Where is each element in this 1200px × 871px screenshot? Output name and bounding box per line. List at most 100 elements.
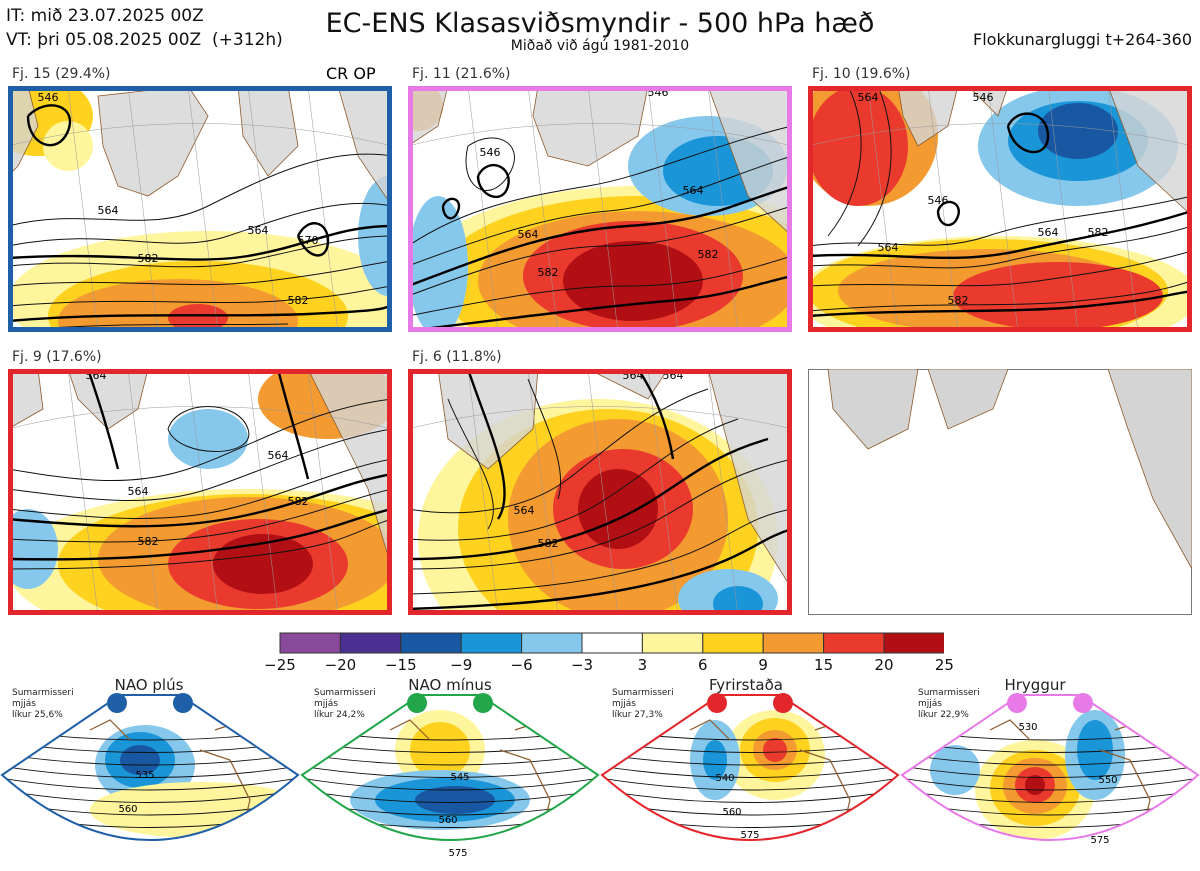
graticule-line xyxy=(8,406,392,430)
regime-name: NAO mínus xyxy=(408,676,492,694)
contour-label: 560 xyxy=(118,804,137,815)
height-contour xyxy=(408,388,709,514)
positive-anomaly-area xyxy=(763,738,787,762)
regime-mean: mjjás xyxy=(12,699,36,709)
regime-likelihood: líkur 27,3% xyxy=(612,710,663,720)
height-contour xyxy=(167,406,250,452)
graticule-line xyxy=(527,369,559,615)
graticule-line xyxy=(647,369,679,615)
cluster-label: Fj. 9 (17.6%) xyxy=(12,349,102,365)
height-contour xyxy=(408,205,792,297)
height-contour xyxy=(2,777,298,791)
height-contour xyxy=(408,418,739,541)
height-contour xyxy=(8,285,392,307)
contour-label: 582 xyxy=(698,248,719,261)
height-contour xyxy=(857,86,892,247)
graticule-line xyxy=(187,86,219,332)
contour-label: 564 xyxy=(248,224,269,237)
height-contour xyxy=(408,155,792,267)
regime-info: Sumarmisseri mjjás líkur 25,6% xyxy=(12,688,74,721)
height-contour xyxy=(8,488,392,543)
colorbar-segment xyxy=(641,632,704,654)
height-contour xyxy=(8,458,392,519)
graticule-line xyxy=(707,369,739,615)
regime-likelihood: líkur 22,9% xyxy=(918,710,969,720)
height-contour xyxy=(408,255,792,317)
contour-label: 564 xyxy=(878,241,899,254)
land-mass xyxy=(897,86,1192,217)
contour-label: 564 xyxy=(1038,226,1059,239)
height-contour-major xyxy=(808,209,1192,260)
regime-marker xyxy=(1007,693,1027,713)
regime-season: Sumarmisseri xyxy=(918,688,980,698)
graticule-line xyxy=(927,86,959,332)
negative-anomaly-area xyxy=(408,196,468,332)
panel-content: 546 564 564 582 582 570 xyxy=(8,86,392,332)
graticule-line xyxy=(808,123,1192,147)
negative-anomaly-area xyxy=(1015,849,1045,861)
height-contour xyxy=(8,428,392,502)
colorbar-tick-label: −15 xyxy=(384,656,417,674)
graticule-line xyxy=(587,86,619,332)
negative-anomaly-area xyxy=(1077,720,1113,780)
cluster-panel-10: 564 546 546 564 564 582 582 xyxy=(808,86,1192,332)
contour-label: 546 xyxy=(38,91,59,104)
regime-marker xyxy=(773,693,793,713)
regime-map-nao-minus: 545 560 575 xyxy=(300,693,600,859)
cluster-label: Fj. 11 (21.6%) xyxy=(412,66,511,82)
positive-anomaly-area xyxy=(953,262,1163,330)
land-mass xyxy=(408,86,792,237)
regime-likelihood: líkur 25,6% xyxy=(12,710,63,720)
height-contour-major xyxy=(408,527,792,611)
contour-label: 564 xyxy=(858,91,879,104)
colorbar-tick-label: 25 xyxy=(934,656,954,674)
issue-time: IT: mið 23.07.2025 00Z xyxy=(6,6,204,26)
graticule-line xyxy=(987,86,1019,332)
height-contour xyxy=(302,765,598,778)
contour-label: 546 xyxy=(973,91,994,104)
regime-marker xyxy=(473,693,493,713)
graticule-line xyxy=(307,86,339,332)
regime-season: Sumarmisseri xyxy=(314,688,376,698)
graticule-line xyxy=(467,369,499,615)
fan-outline xyxy=(900,694,1200,841)
height-contour xyxy=(408,458,792,570)
contour-label: 564 xyxy=(518,228,539,241)
fan-outline xyxy=(300,694,600,841)
colorbar-segment xyxy=(400,632,462,654)
colorbar-segment xyxy=(762,632,825,654)
negative-anomaly-area xyxy=(703,740,727,780)
regime-map-nao-plus: 535 560 xyxy=(0,693,300,841)
colorbar-tick-label: 20 xyxy=(874,656,894,674)
negative-anomaly-area xyxy=(1038,103,1118,159)
colorbar-tick-label: 15 xyxy=(814,656,834,674)
height-contour-major xyxy=(1006,112,1050,154)
contour-label: 570 xyxy=(298,234,319,247)
panel-border xyxy=(808,86,1192,332)
negative-anomaly-area xyxy=(713,586,763,615)
panel-content: 564 546 546 564 564 582 582 xyxy=(808,86,1192,332)
colorbar-tick-label: −25 xyxy=(264,656,296,674)
contour-label: 564 xyxy=(514,504,535,517)
contour-label: 582 xyxy=(948,294,969,307)
height-contour xyxy=(602,753,898,766)
positive-anomaly-area xyxy=(168,304,228,332)
height-contour xyxy=(8,398,392,482)
height-contour-major xyxy=(808,289,1192,318)
height-contour xyxy=(2,753,298,766)
valid-time: VT: þri 05.08.2025 00Z (+312h) xyxy=(6,30,283,50)
contour-label: 564 xyxy=(98,204,119,217)
height-contour xyxy=(408,125,792,247)
regime-mean: mjjás xyxy=(918,699,942,709)
height-contour xyxy=(2,765,298,778)
cluster-panel-15: 546 564 564 582 582 570 xyxy=(8,86,392,332)
panel-border xyxy=(408,369,792,615)
height-contour-major xyxy=(408,437,769,561)
contour-label: 582 xyxy=(538,537,559,550)
contour-label: 550 xyxy=(1098,775,1117,786)
contour-label: 564 xyxy=(128,485,149,498)
height-contour xyxy=(902,789,1198,803)
